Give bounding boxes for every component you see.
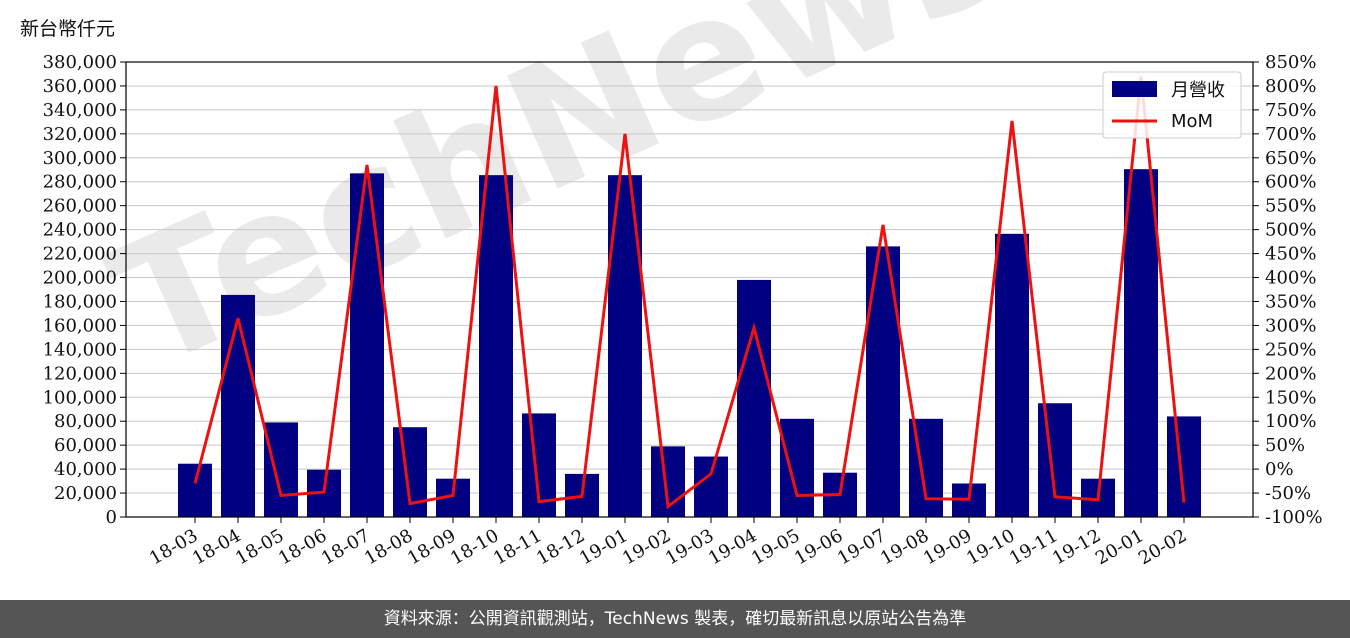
right-tick-label: 100% [1265, 411, 1316, 432]
left-tick-label: 20,000 [54, 483, 117, 504]
left-tick-label: 220,000 [43, 244, 117, 265]
left-tick-label: 340,000 [43, 100, 117, 121]
revenue-bar [264, 422, 298, 517]
right-tick-label: 850% [1265, 52, 1316, 73]
revenue-bar [780, 418, 814, 517]
source-footer: 資料來源：公開資訊觀測站，TechNews 製表，確切最新訊息以原站公告為準 [0, 600, 1350, 638]
y-axis-unit-label: 新台幣仟元 [20, 18, 116, 40]
left-tick-label: 180,000 [43, 291, 117, 312]
x-tick-label: 20-02 [1135, 525, 1190, 569]
x-tick-label: 18-04 [189, 525, 244, 569]
revenue-bar [1038, 403, 1072, 517]
left-tick-label: 260,000 [43, 196, 117, 217]
legend-line-label: MoM [1171, 111, 1213, 132]
x-tick-label: 18-10 [447, 525, 502, 569]
right-tick-label: 150% [1265, 387, 1316, 408]
left-tick-label: 380,000 [43, 52, 117, 73]
revenue-bar [995, 233, 1029, 517]
right-tick-label: 250% [1265, 339, 1316, 360]
left-tick-label: 80,000 [54, 411, 117, 432]
revenue-chart: TechNews 020,00040,00060,00080,000100,00… [43, 0, 1323, 569]
x-tick-label: 19-01 [576, 525, 631, 569]
x-tick-label: 18-03 [146, 525, 201, 569]
x-tick-label: 19-12 [1049, 525, 1104, 569]
revenue-bar [1124, 169, 1158, 517]
x-tick-label: 19-03 [662, 525, 717, 569]
legend: 月營收 MoM [1102, 71, 1242, 139]
x-tick-label: 19-02 [619, 525, 674, 569]
left-tick-label: 120,000 [43, 363, 117, 384]
x-tick-label: 18-11 [490, 525, 545, 569]
x-tick-label: 18-09 [404, 525, 459, 569]
left-tick-label: 240,000 [43, 220, 117, 241]
revenue-bar [737, 279, 771, 517]
x-tick-label: 19-10 [963, 525, 1018, 569]
revenue-bars [178, 169, 1201, 518]
x-tick-label: 18-05 [232, 525, 287, 569]
x-tick-label: 19-06 [791, 525, 846, 569]
right-tick-label: -100% [1265, 507, 1323, 528]
revenue-bar [866, 246, 900, 518]
x-tick-label: 19-11 [1006, 525, 1061, 569]
right-tick-label: 550% [1265, 196, 1316, 217]
left-tick-label: 0 [106, 507, 117, 528]
x-tick-label: 19-07 [834, 525, 889, 569]
revenue-bar [909, 418, 943, 517]
x-tick-label: 18-06 [275, 525, 330, 569]
right-tick-label: 700% [1265, 124, 1316, 145]
revenue-bar [694, 456, 728, 517]
right-tick-label: 200% [1265, 363, 1316, 384]
x-tick-label: 19-09 [920, 525, 975, 569]
left-tick-label: 360,000 [43, 76, 117, 97]
revenue-bar [178, 463, 212, 517]
right-tick-label: 300% [1265, 315, 1316, 336]
left-tick-label: 40,000 [54, 459, 117, 480]
left-tick-label: 100,000 [43, 387, 117, 408]
right-tick-label: 450% [1265, 244, 1316, 265]
revenue-bar [479, 175, 513, 518]
plot-frame [125, 61, 1254, 518]
right-tick-label: 750% [1265, 100, 1316, 121]
right-tick-label: 500% [1265, 220, 1316, 241]
left-tick-label: 300,000 [43, 148, 117, 169]
right-tick-label: 50% [1265, 435, 1305, 456]
right-tick-label: 600% [1265, 172, 1316, 193]
x-tick-label: 18-07 [318, 525, 373, 569]
right-tick-label: -50% [1265, 483, 1311, 504]
legend-bar-label: 月營收 [1171, 80, 1225, 101]
right-tick-label: 0% [1265, 459, 1294, 480]
mom-line [193, 76, 1186, 510]
right-tick-label: 400% [1265, 268, 1316, 289]
x-tick-label: 18-08 [361, 525, 416, 569]
revenue-bar [221, 294, 255, 517]
left-tick-label: 140,000 [43, 339, 117, 360]
legend-bar-swatch [1112, 81, 1157, 97]
x-tick-label: 18-12 [533, 525, 588, 569]
revenue-bar [350, 173, 384, 517]
x-tick-label: 19-04 [705, 525, 760, 569]
left-tick-label: 320,000 [43, 124, 117, 145]
right-tick-label: 350% [1265, 291, 1316, 312]
left-tick-label: 160,000 [43, 315, 117, 336]
right-tick-label: 800% [1265, 76, 1316, 97]
right-tick-label: 650% [1265, 148, 1316, 169]
left-tick-label: 60,000 [54, 435, 117, 456]
mom-line-layer [193, 76, 1186, 510]
left-tick-label: 200,000 [43, 268, 117, 289]
x-tick-label: 19-08 [877, 525, 932, 569]
x-tick-label: 20-01 [1092, 525, 1147, 569]
left-tick-label: 280,000 [43, 172, 117, 193]
x-tick-label: 19-05 [748, 525, 803, 569]
